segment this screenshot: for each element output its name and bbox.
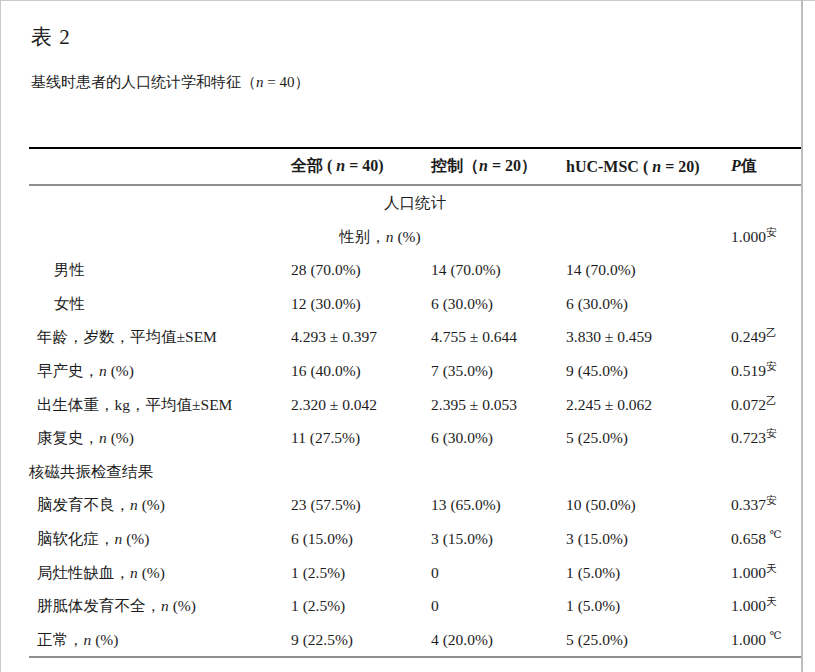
cell-value: 4 (20.0%)	[431, 632, 566, 648]
table-row: 性别，n (%)1.000安	[29, 220, 801, 254]
cell-p-value: 0.337安	[731, 497, 801, 513]
cell-value: 14 (70.0%)	[566, 262, 731, 278]
table-header-row: 全部 ( n = 40)控制（n = 20）hUC-MSC ( n = 20)P…	[29, 147, 801, 186]
cell-value: 28 (70.0%)	[291, 262, 431, 278]
cell-p-value: 0.072乙	[731, 397, 801, 413]
footnote-marker: 乙	[766, 327, 777, 338]
cell-value: 9 (22.5%)	[291, 632, 431, 648]
cell-value: 6 (30.0%)	[431, 296, 566, 312]
cell-value: 2.320 ± 0.042	[291, 397, 431, 413]
column-header-all: 全部 ( n = 40)	[291, 156, 431, 177]
row-label: 脑软化症，n (%)	[29, 531, 291, 547]
table-row: 胼胝体发育不全，n (%)1 (2.5%)01 (5.0%)1.000天	[29, 589, 801, 623]
cell-value: 7 (35.0%)	[431, 363, 566, 379]
cell-value: 16 (40.0%)	[291, 363, 431, 379]
baseline-characteristics-table: 全部 ( n = 40)控制（n = 20）hUC-MSC ( n = 20)P…	[29, 147, 801, 658]
row-label: 性别，n (%)	[29, 229, 731, 245]
cell-p-value: 1.000天	[731, 598, 801, 614]
footnote-marker: 安	[766, 227, 777, 238]
cell-value: 2.395 ± 0.053	[431, 397, 566, 413]
cell-p-value: 0.658 ℃	[731, 531, 801, 547]
cell-value: 5 (25.0%)	[566, 632, 731, 648]
cell-value: 6 (15.0%)	[291, 531, 431, 547]
cell-value: 14 (70.0%)	[431, 262, 566, 278]
row-label: 男性	[29, 262, 291, 278]
row-label: 正常，n (%)	[29, 632, 291, 648]
row-label: 女性	[29, 296, 291, 312]
cell-value: 1 (5.0%)	[566, 598, 731, 614]
row-label: 胼胝体发育不全，n (%)	[29, 598, 291, 614]
table-row: 正常，n (%)9 (22.5%)4 (20.0%)5 (25.0%)1.000…	[29, 623, 801, 657]
row-label: 局灶性缺血，n (%)	[29, 565, 291, 581]
cell-p-value: 0.519安	[731, 363, 801, 379]
column-header-p-value: P值	[731, 156, 801, 177]
row-label: 年龄，岁数，平均值±SEM	[29, 329, 291, 345]
cell-p-value: 0.723安	[731, 430, 801, 446]
cell-value: 6 (30.0%)	[566, 296, 731, 312]
cell-value: 1 (5.0%)	[566, 565, 731, 581]
table-subtitle: 基线时患者的人口统计学和特征（n = 40）	[31, 73, 309, 92]
footnote-marker: 天	[766, 596, 777, 607]
cell-value: 6 (30.0%)	[431, 430, 566, 446]
table-row: 女性12 (30.0%)6 (30.0%)6 (30.0%)	[29, 287, 801, 321]
group-header: 人口统计	[29, 195, 801, 211]
cell-value: 10 (50.0%)	[566, 497, 731, 513]
cell-value: 9 (45.0%)	[566, 363, 731, 379]
cell-value: 3 (15.0%)	[566, 531, 731, 547]
footnote-marker: 天	[766, 563, 777, 574]
row-label: 康复史，n (%)	[29, 430, 291, 446]
column-header-control: 控制（n = 20）	[431, 156, 566, 177]
cell-value: 4.755 ± 0.644	[431, 329, 566, 345]
section-label: 核磁共振检查结果	[29, 464, 801, 480]
table-row: 人口统计	[29, 186, 801, 220]
table-title: 表 2	[31, 23, 71, 51]
page-right-edge	[801, 0, 803, 672]
document-page: 表 2 基线时患者的人口统计学和特征（n = 40） 全部 ( n = 40)控…	[0, 0, 815, 672]
cell-value: 3 (15.0%)	[431, 531, 566, 547]
cell-value: 23 (57.5%)	[291, 497, 431, 513]
table-body: 人口统计性别，n (%)1.000安男性28 (70.0%)14 (70.0%)…	[29, 186, 801, 658]
table-row: 早产史，n (%)16 (40.0%)7 (35.0%)9 (45.0%)0.5…	[29, 354, 801, 388]
cell-p-value: 1.000 ℃	[731, 632, 801, 648]
cell-p-value: 1.000天	[731, 565, 801, 581]
cell-value: 4.293 ± 0.397	[291, 329, 431, 345]
section-row: 核磁共振检查结果	[29, 455, 801, 489]
table-row: 男性28 (70.0%)14 (70.0%)14 (70.0%)	[29, 253, 801, 287]
row-label: 早产史，n (%)	[29, 363, 291, 379]
table-row: 康复史，n (%)11 (27.5%)6 (30.0%)5 (25.0%)0.7…	[29, 421, 801, 455]
table-row: 脑发育不良，n (%)23 (57.5%)13 (65.0%)10 (50.0%…	[29, 488, 801, 522]
column-header-huc-msc: hUC-MSC ( n = 20)	[566, 158, 731, 176]
cell-value: 12 (30.0%)	[291, 296, 431, 312]
cell-value: 1 (2.5%)	[291, 598, 431, 614]
table-row: 局灶性缺血，n (%)1 (2.5%)01 (5.0%)1.000天	[29, 556, 801, 590]
cell-value: 0	[431, 565, 566, 581]
footnote-marker: 安	[766, 428, 777, 439]
footnote-marker: ℃	[770, 630, 782, 641]
cell-value: 1 (2.5%)	[291, 565, 431, 581]
cell-value: 5 (25.0%)	[566, 430, 731, 446]
table-row: 年龄，岁数，平均值±SEM4.293 ± 0.3974.755 ± 0.6443…	[29, 320, 801, 354]
cell-value: 3.830 ± 0.459	[566, 329, 731, 345]
table-row: 出生体重，kg，平均值±SEM2.320 ± 0.0422.395 ± 0.05…	[29, 388, 801, 422]
cell-p-value: 1.000安	[731, 229, 801, 245]
row-label: 脑发育不良，n (%)	[29, 497, 291, 513]
cell-value: 13 (65.0%)	[431, 497, 566, 513]
footnote-marker: ℃	[770, 529, 782, 540]
footnote-marker: 乙	[766, 395, 777, 406]
table-row: 脑软化症，n (%)6 (15.0%)3 (15.0%)3 (15.0%)0.6…	[29, 522, 801, 556]
cell-value: 11 (27.5%)	[291, 430, 431, 446]
footnote-marker: 安	[766, 361, 777, 372]
footnote-marker: 安	[766, 495, 777, 506]
cell-value: 0	[431, 598, 566, 614]
cell-value: 2.245 ± 0.062	[566, 397, 731, 413]
row-label: 出生体重，kg，平均值±SEM	[29, 397, 291, 413]
cell-p-value: 0.249乙	[731, 329, 801, 345]
